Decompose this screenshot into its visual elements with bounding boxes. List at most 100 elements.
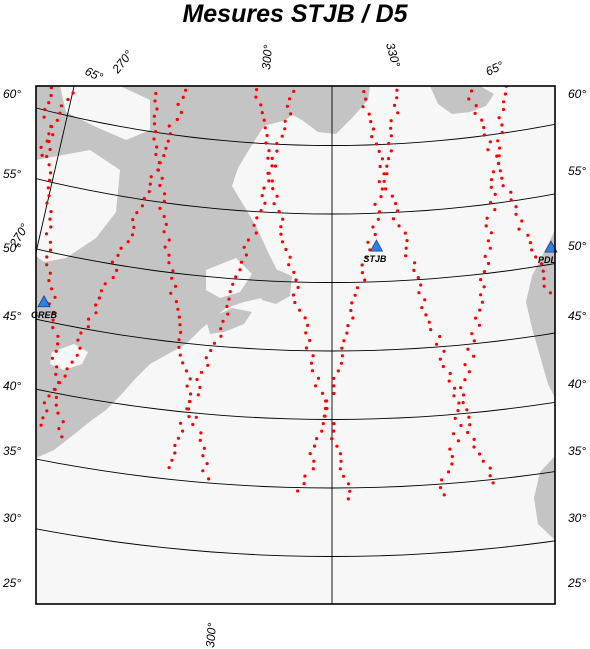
measurement-point	[163, 192, 167, 196]
measurement-point	[283, 119, 287, 123]
measurement-point	[264, 141, 268, 145]
measurement-point	[17, 195, 20, 198]
measurement-point	[162, 154, 166, 158]
parallel-65	[0, 0, 590, 9]
measurement-point	[196, 393, 200, 397]
station-marker-pdl	[544, 240, 558, 253]
measurement-point	[179, 110, 183, 114]
measurement-point	[49, 93, 53, 98]
measurement-point	[87, 317, 91, 321]
measurement-point	[45, 201, 49, 205]
measurement-point	[219, 327, 223, 331]
measurement-point	[450, 454, 454, 459]
measurement-point	[177, 345, 181, 349]
measurement-point	[568, 334, 571, 337]
measurement-point	[548, 291, 553, 295]
measurement-point	[489, 178, 494, 182]
measurement-point	[205, 462, 209, 466]
measurement-point	[574, 79, 577, 82]
measurement-point	[350, 301, 354, 305]
measurement-point	[53, 295, 57, 299]
map-title: Mesures STJB / D5	[182, 0, 408, 28]
measurement-point	[156, 168, 161, 172]
measurement-point	[499, 78, 502, 81]
measurement-point	[54, 395, 59, 399]
measurement-point	[438, 357, 442, 361]
measurement-point	[152, 122, 157, 126]
measurement-point	[74, 76, 77, 79]
measurement-point	[459, 423, 463, 428]
measurement-point	[497, 146, 502, 150]
measurement-point	[586, 377, 589, 380]
measurement-point	[46, 186, 50, 190]
measurement-point	[364, 97, 368, 101]
measurement-point	[163, 245, 167, 249]
measurement-point	[168, 132, 172, 136]
measurement-point	[364, 255, 368, 259]
measurement-point	[405, 239, 409, 243]
measurement-point	[427, 320, 431, 324]
measurement-point	[311, 467, 315, 471]
measurement-point	[293, 300, 297, 305]
measurement-point	[390, 194, 394, 198]
measurement-point	[296, 285, 300, 290]
measurement-point	[116, 253, 120, 257]
measurement-point	[59, 104, 64, 108]
measurement-point	[160, 176, 164, 180]
measurement-point	[283, 127, 287, 131]
measurement-point	[467, 82, 470, 85]
measurement-point	[556, 313, 559, 316]
measurement-point	[361, 105, 365, 109]
measurement-point	[480, 300, 484, 304]
measurement-point	[495, 154, 499, 158]
measurement-point	[367, 112, 371, 116]
measurement-point	[467, 370, 471, 374]
measurement-point	[46, 54, 49, 57]
map-frame	[35, 85, 556, 605]
measurement-point	[489, 231, 493, 235]
measurement-point	[474, 104, 478, 108]
measurement-point	[472, 354, 476, 358]
measurement-point	[260, 111, 264, 115]
measurement-point	[12, 209, 15, 212]
measurement-point	[167, 261, 171, 265]
measurement-point	[152, 114, 156, 118]
measurement-point	[53, 387, 57, 392]
measurement-point	[486, 261, 491, 266]
measurement-point	[542, 277, 546, 281]
measurement-point	[500, 123, 504, 127]
measurement-point	[389, 126, 393, 130]
measurement-point	[585, 362, 588, 365]
measurement-point	[186, 407, 191, 411]
measurement-point	[316, 376, 321, 380]
measurement-point	[389, 134, 393, 138]
measurement-point	[457, 401, 461, 405]
measurement-point	[194, 415, 198, 419]
measurement-point	[154, 91, 158, 96]
measurement-point	[279, 232, 283, 236]
measurement-point	[429, 328, 433, 332]
measurement-point	[270, 156, 274, 160]
measurement-point	[456, 439, 460, 443]
measurement-point	[284, 247, 288, 252]
stations: REZBSTJBGREBPDL	[31, 239, 558, 320]
measurement-point	[158, 183, 162, 188]
measurement-point	[181, 429, 185, 433]
measurement-point	[568, 342, 571, 345]
measurement-point	[385, 172, 389, 176]
measurement-point	[478, 308, 482, 312]
measurement-point	[330, 437, 334, 441]
measurement-point	[47, 279, 51, 283]
measurement-point	[395, 88, 399, 92]
measurement-point	[503, 92, 507, 96]
measurement-point	[198, 438, 202, 442]
measurement-point	[488, 140, 492, 144]
measurement-point	[376, 217, 380, 221]
measurement-point	[563, 320, 566, 323]
measurement-point	[39, 145, 43, 149]
lon-label-bottom-300: 300°	[203, 622, 219, 648]
measurement-point	[288, 255, 292, 259]
measurement-point	[207, 477, 211, 481]
measurement-point	[86, 325, 90, 329]
measurement-point	[294, 278, 298, 282]
